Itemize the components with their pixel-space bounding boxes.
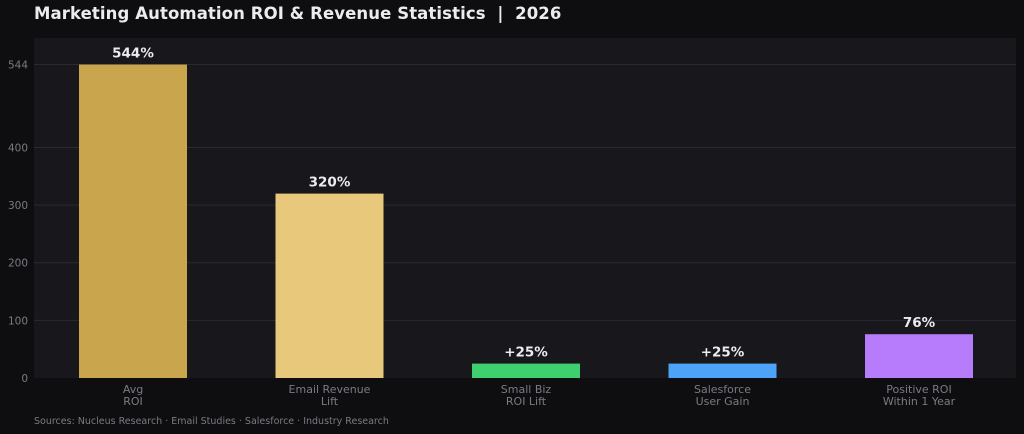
x-tick-label: Within 1 Year	[883, 395, 956, 408]
data-label: 320%	[309, 175, 351, 191]
bar	[275, 193, 384, 378]
bars	[79, 64, 973, 378]
data-label: +25%	[504, 345, 548, 361]
x-tick-label: Email Revenue	[289, 383, 371, 396]
x-tick-label: ROI	[123, 395, 143, 408]
x-tick-label: Salesforce	[694, 383, 751, 396]
bar	[79, 64, 187, 378]
data-label: 76%	[903, 315, 936, 331]
y-tick-label: 100	[8, 315, 28, 327]
data-labels: 544% 320% +25% +25% 76%	[112, 46, 935, 361]
gridlines	[34, 64, 1016, 321]
y-axis-ticks: 0 100 200 300 400 544	[8, 60, 28, 385]
y-tick-label: 300	[8, 200, 28, 212]
data-label: 544%	[112, 46, 154, 62]
x-tick-label: ROI Lift	[506, 395, 547, 408]
bar	[865, 334, 973, 378]
x-tick-label: Positive ROI	[886, 383, 951, 396]
data-label: +25%	[701, 345, 745, 361]
x-tick-label: Lift	[321, 395, 339, 408]
chart-title: Marketing Automation ROI & Revenue Stati…	[34, 4, 562, 23]
y-tick-label: 400	[8, 142, 28, 154]
x-tick-label: Avg	[123, 383, 143, 396]
x-tick-label: Small Biz	[501, 383, 552, 396]
bar	[668, 363, 777, 378]
y-tick-label: 544	[8, 60, 28, 72]
source-note: Sources: Nucleus Research · Email Studie…	[34, 416, 389, 427]
bar	[472, 363, 580, 378]
y-tick-label: 0	[21, 373, 28, 385]
y-tick-label: 200	[8, 258, 28, 270]
x-tick-label: User Gain	[696, 395, 750, 408]
plot-area	[34, 38, 1016, 378]
